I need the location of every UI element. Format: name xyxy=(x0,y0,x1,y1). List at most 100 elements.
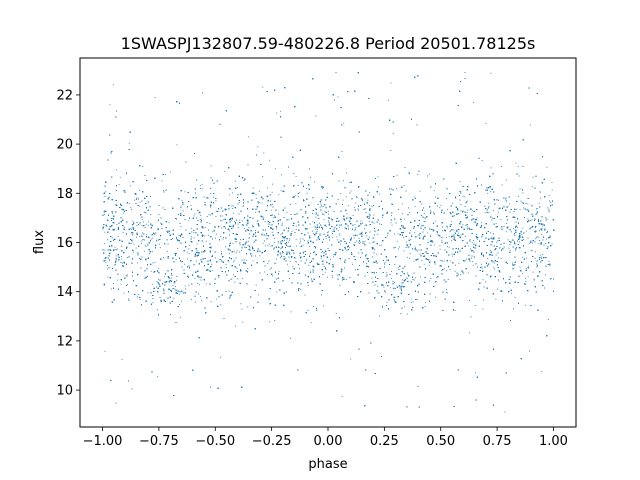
data-point xyxy=(427,232,428,234)
data-point xyxy=(397,267,399,269)
data-point xyxy=(158,278,159,280)
data-point xyxy=(196,250,198,252)
data-point xyxy=(551,189,553,191)
data-point xyxy=(383,286,385,288)
data-point xyxy=(366,217,368,218)
data-point xyxy=(430,209,432,211)
data-point xyxy=(277,241,279,242)
data-point xyxy=(401,203,403,205)
data-point xyxy=(255,197,257,199)
data-point xyxy=(321,205,322,207)
data-point xyxy=(368,258,370,260)
data-point xyxy=(116,224,118,225)
data-point xyxy=(536,208,538,210)
data-point xyxy=(111,224,113,226)
data-point xyxy=(136,262,138,264)
data-point xyxy=(125,275,127,277)
data-point xyxy=(124,226,126,228)
data-point xyxy=(204,235,206,237)
data-point xyxy=(243,228,245,230)
data-point xyxy=(254,211,256,213)
data-point xyxy=(430,278,432,279)
data-point xyxy=(432,230,434,232)
data-point xyxy=(264,271,266,273)
data-point xyxy=(369,242,371,244)
data-point xyxy=(196,243,198,245)
data-point xyxy=(352,214,354,216)
data-point xyxy=(190,227,192,229)
data-point xyxy=(522,256,524,258)
data-point xyxy=(476,238,478,240)
data-point xyxy=(368,221,370,222)
data-point xyxy=(358,252,360,254)
data-point xyxy=(198,212,200,214)
data-point xyxy=(216,298,218,300)
data-point xyxy=(546,232,548,234)
data-point xyxy=(117,236,119,237)
data-point xyxy=(484,205,486,207)
data-point xyxy=(404,167,406,168)
data-point xyxy=(519,266,521,268)
data-point xyxy=(148,221,150,223)
data-point xyxy=(364,228,365,230)
data-point xyxy=(362,243,364,245)
data-point xyxy=(360,257,361,258)
data-point xyxy=(233,224,235,226)
data-point xyxy=(283,191,285,193)
data-point xyxy=(413,279,415,281)
data-point xyxy=(378,186,380,188)
data-point xyxy=(390,82,392,84)
data-point xyxy=(269,321,271,323)
data-point xyxy=(225,246,226,248)
data-point xyxy=(342,180,344,182)
data-point xyxy=(388,99,389,101)
data-point xyxy=(246,306,248,308)
data-point xyxy=(141,224,143,226)
data-point xyxy=(324,210,326,212)
data-point xyxy=(329,259,331,260)
data-point xyxy=(255,193,257,195)
data-point xyxy=(442,236,444,238)
data-point xyxy=(264,221,266,223)
data-point xyxy=(433,212,435,214)
data-point xyxy=(392,132,394,134)
data-point xyxy=(193,215,195,217)
data-point xyxy=(327,217,329,219)
data-point xyxy=(339,284,341,286)
data-point xyxy=(377,176,379,178)
data-point xyxy=(548,195,550,196)
data-point xyxy=(407,313,409,315)
data-point xyxy=(295,203,297,205)
data-point xyxy=(371,277,373,279)
data-point xyxy=(316,262,318,264)
data-point xyxy=(481,160,483,161)
data-point xyxy=(540,197,542,199)
data-point xyxy=(252,260,254,262)
data-point xyxy=(247,221,249,223)
data-point xyxy=(242,277,244,279)
data-point xyxy=(233,274,235,276)
data-point xyxy=(345,196,347,198)
data-point xyxy=(464,196,466,198)
data-point xyxy=(465,214,467,216)
data-point xyxy=(545,219,547,221)
data-point xyxy=(128,203,130,204)
data-point xyxy=(242,220,244,222)
data-point xyxy=(191,298,192,300)
data-point xyxy=(300,209,302,211)
data-point xyxy=(464,206,466,207)
data-point xyxy=(163,257,164,258)
data-point xyxy=(151,284,153,286)
data-point xyxy=(488,202,490,204)
data-point xyxy=(366,263,368,264)
data-point xyxy=(308,245,310,247)
data-point xyxy=(173,287,175,289)
data-point xyxy=(328,222,330,224)
data-point xyxy=(290,337,292,339)
data-point xyxy=(206,216,208,217)
data-point xyxy=(121,358,123,360)
data-point xyxy=(415,259,417,261)
data-point xyxy=(143,221,144,223)
data-point xyxy=(141,239,143,241)
data-point xyxy=(128,142,130,144)
